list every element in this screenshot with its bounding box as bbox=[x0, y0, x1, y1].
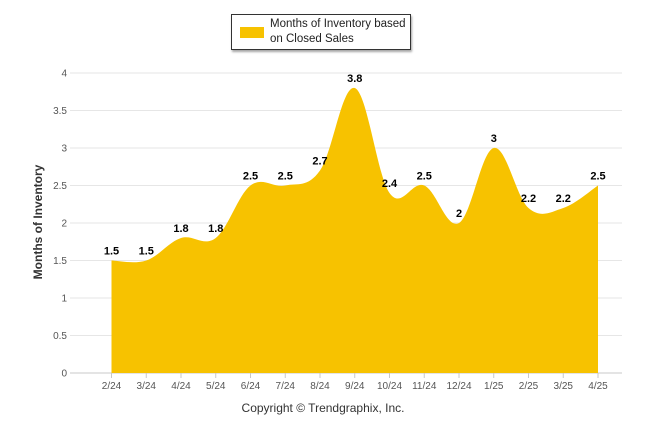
y-tick-label: 1 bbox=[61, 294, 67, 305]
y-tick-label: 0.5 bbox=[53, 331, 67, 342]
data-label: 2.5 bbox=[243, 171, 258, 183]
data-label: 2.5 bbox=[278, 171, 293, 183]
data-label: 1.8 bbox=[173, 223, 188, 235]
x-tick-label: 12/24 bbox=[446, 381, 471, 392]
legend-label-line1: Months of Inventory based bbox=[270, 18, 406, 30]
x-tick-label: 4/25 bbox=[588, 381, 608, 392]
data-labels: 1.5 1.5 1.8 1.8 2.5 2.5 2.7 3.8 2.4 2.5 2 3 2.2 2.2 2.… bbox=[104, 73, 606, 258]
data-label: 3 bbox=[491, 133, 497, 145]
x-tick-label: 3/25 bbox=[554, 381, 574, 392]
x-tick-label: 10/24 bbox=[377, 381, 402, 392]
data-label: 3.8 bbox=[347, 73, 362, 85]
data-label: 2.2 bbox=[521, 193, 536, 205]
y-tick-label: 0 bbox=[61, 369, 67, 380]
x-tick-label: 5/24 bbox=[206, 381, 226, 392]
x-tick-label: 2/24 bbox=[102, 381, 122, 392]
x-tick-label: 1/25 bbox=[484, 381, 504, 392]
legend[interactable]: Months of Inventory based on Closed Sale… bbox=[231, 14, 411, 50]
legend-swatch bbox=[240, 27, 264, 38]
x-axis-ticks: 2/24 3/24 4/24 5/24 6/24 7/24 8/24 9/24 10/24 11/… bbox=[102, 373, 608, 392]
data-label: 2 bbox=[456, 208, 462, 220]
x-tick-label: 7/24 bbox=[276, 381, 296, 392]
y-axis-ticks: 0 0.5 1 1.5 2 2.5 3 3.5 4 bbox=[53, 69, 67, 380]
data-label: 2.7 bbox=[312, 156, 327, 168]
y-axis-title: Months of Inventory bbox=[31, 164, 45, 279]
y-tick-label: 1.5 bbox=[53, 256, 67, 267]
x-tick-label: 3/24 bbox=[137, 381, 157, 392]
data-label: 1.5 bbox=[139, 246, 154, 258]
y-tick-label: 4 bbox=[61, 69, 67, 80]
data-label: 2.2 bbox=[556, 193, 571, 205]
x-tick-label: 6/24 bbox=[241, 381, 261, 392]
data-label: 2.5 bbox=[417, 171, 432, 183]
legend-label-line2: on Closed Sales bbox=[270, 33, 354, 45]
area-series bbox=[111, 87, 598, 373]
data-label: 1.5 bbox=[104, 246, 119, 258]
data-label: 2.5 bbox=[590, 171, 605, 183]
y-tick-label: 3.5 bbox=[53, 106, 67, 117]
copyright-text: Copyright © Trendgraphix, Inc. bbox=[241, 401, 405, 415]
area-fill bbox=[111, 87, 598, 373]
y-tick-label: 2 bbox=[61, 219, 67, 230]
y-tick-label: 2.5 bbox=[53, 181, 67, 192]
data-label: 2.4 bbox=[382, 178, 398, 190]
legend-label: Months of Inventory based on Closed Sale… bbox=[270, 17, 410, 47]
x-tick-label: 2/25 bbox=[519, 381, 539, 392]
x-tick-label: 8/24 bbox=[310, 381, 330, 392]
data-label: 1.8 bbox=[208, 223, 223, 235]
x-tick-label: 4/24 bbox=[171, 381, 191, 392]
x-tick-label: 11/24 bbox=[412, 381, 437, 392]
y-tick-label: 3 bbox=[61, 144, 67, 155]
x-tick-label: 9/24 bbox=[345, 381, 365, 392]
